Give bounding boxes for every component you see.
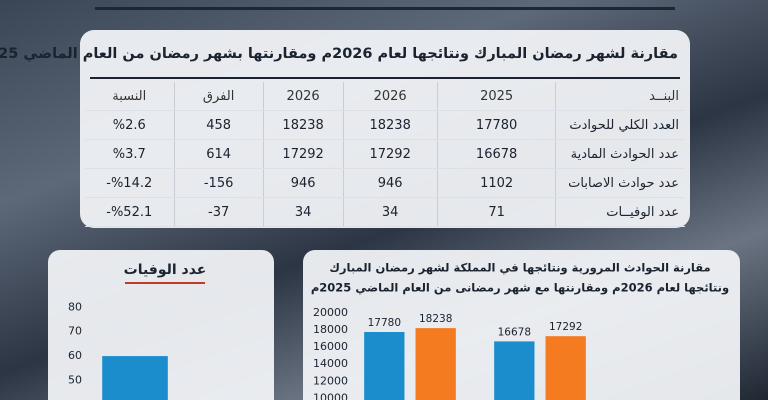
table-cell: 16678 [436, 139, 556, 169]
cell-text: 458 [206, 117, 232, 133]
table-card: مقارنة لشهر رمضان المبارك ونتائجها لعام … [0, 30, 690, 228]
chart-title: عدد الوفيات [124, 262, 207, 278]
table-cell: عدد الوفيــات [555, 197, 685, 227]
cell-text: 614 [206, 146, 232, 162]
cell-text: 17292 [282, 146, 324, 162]
cell-text: 34 [381, 204, 399, 220]
table-cell: 1102 [436, 168, 556, 198]
table-cell: 17780 [436, 110, 556, 140]
cell-text: -156 [203, 175, 234, 191]
table-cell: 2026 [342, 82, 438, 111]
cell-text: 946 [377, 175, 403, 191]
table-cell: -%14.2 [85, 168, 175, 198]
chart-title: مقارنة الحوادث المرورية ونتائجها في المم… [329, 261, 710, 276]
table-cell: عدد حوادث الاصابات [555, 168, 685, 198]
cell-text: 1102 [480, 175, 514, 191]
table-cell: الفرق [173, 82, 264, 111]
bar [545, 336, 586, 400]
y-tick-label: 80 [68, 300, 82, 313]
y-tick-label: 70 [68, 325, 82, 338]
table-cell: 614 [173, 139, 264, 169]
cell-text: البنــد [649, 88, 679, 104]
title-rule [90, 77, 680, 79]
cell-text: عدد حوادث الاصابات [568, 175, 679, 191]
table-row: عدد حوادث الاصابات 1102 946 946 -156 -%14.2 [85, 168, 685, 198]
table-cell: 458 [173, 110, 264, 140]
table-cell: 71 [436, 197, 556, 227]
cell-text: 2026 [373, 88, 407, 104]
table-cell: 18238 [262, 110, 343, 140]
cell-text: الفرق [202, 88, 235, 104]
y-tick-label: 12000 [313, 374, 348, 387]
cell-text: عدد الوفيــات [606, 204, 679, 220]
y-tick-label: 60 [68, 349, 82, 362]
cell-text: 71 [488, 204, 505, 220]
value-label: 16678 [498, 326, 531, 338]
cell-text: %3.7 [112, 146, 146, 162]
cell-text: %2.6 [112, 117, 146, 133]
table-cell: 946 [262, 168, 343, 198]
table-cell: 18238 [342, 110, 438, 140]
y-tick-label: 14000 [313, 357, 348, 370]
value-label: 18238 [419, 313, 452, 325]
cell-text: 17780 [475, 117, 518, 133]
cell-text: النسبة [112, 88, 147, 104]
table-cell: %3.7 [85, 139, 175, 169]
cell-text: 18238 [282, 117, 324, 133]
cell-text: 2025 [480, 88, 514, 104]
table-cell: العدد الكلي للحوادث [555, 110, 685, 140]
bar [364, 332, 405, 400]
cell-text: -%52.1 [106, 204, 153, 220]
table-cell: 946 [342, 168, 438, 198]
table-cell: البنــد [555, 82, 685, 111]
top-rule [95, 7, 675, 10]
y-tick-label: 20000 [313, 306, 348, 319]
table-cell: 34 [262, 197, 343, 227]
table-cell: النسبة [85, 82, 175, 111]
table-cell: 2026 [262, 82, 343, 111]
table-row: البنــد 2025 2026 2026 الفرق النسبة [85, 82, 685, 111]
table-row: عدد الوفيــات 71 34 34 -37 -%52.1 [85, 197, 685, 227]
y-tick-label: 18000 [313, 323, 348, 336]
table-cell: عدد الحوادث المادية [555, 139, 685, 169]
y-tick-label: 10000 [313, 391, 348, 400]
table-cell: 17292 [262, 139, 343, 169]
cell-text: 17292 [369, 146, 411, 162]
table-cell: -37 [173, 197, 264, 227]
cell-text: العدد الكلي للحوادث [569, 117, 679, 133]
table-cell: 17292 [342, 139, 438, 169]
table-cell: 2025 [436, 82, 556, 111]
table-cell: 34 [342, 197, 438, 227]
value-label: 17292 [549, 321, 582, 333]
value-label: 17780 [368, 317, 401, 329]
bar [102, 356, 168, 400]
bar [494, 341, 535, 400]
y-tick-label: 16000 [313, 340, 348, 353]
cell-text: 34 [294, 204, 312, 220]
table-row: عدد الحوادث المادية 16678 17292 17292 614 %3.… [85, 139, 685, 169]
comparison-table: البنــد 2025 2026 2026 الفرق النسبة العدد الكل… [85, 82, 685, 227]
cell-text: عدد الحوادث المادية [570, 146, 679, 162]
table-cell: -%52.1 [85, 197, 175, 227]
cell-text: 946 [290, 175, 316, 191]
table-cell: -156 [173, 168, 264, 198]
chart-card [303, 250, 740, 400]
y-tick-label: 50 [68, 373, 82, 386]
table-row: العدد الكلي للحوادث 17780 18238 18238 458 %2.… [85, 110, 685, 140]
cell-text: -%14.2 [106, 175, 153, 191]
bar [415, 328, 456, 400]
cell-text: 16678 [475, 146, 518, 162]
table-cell: %2.6 [85, 110, 175, 140]
table-title: مقارنة لشهر رمضان المبارك ونتائجها لعام … [0, 46, 678, 62]
cell-text: 18238 [369, 117, 411, 133]
cell-text: 2026 [286, 88, 320, 104]
chart-title: ونتائجها لعام 2026م ومقارنتها مع شهر رمض… [311, 281, 729, 296]
cell-text: -37 [208, 204, 230, 220]
